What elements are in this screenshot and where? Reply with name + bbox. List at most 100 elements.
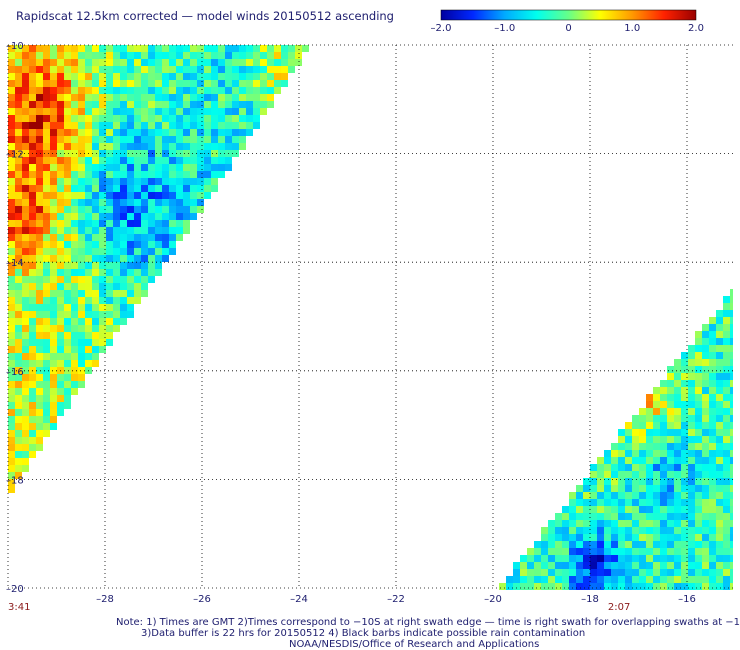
wind-cell — [197, 66, 204, 73]
wind-cell — [674, 443, 681, 450]
wind-cell — [85, 332, 92, 339]
wind-cell — [169, 192, 176, 199]
wind-cell — [716, 331, 723, 338]
wind-cell — [576, 485, 583, 492]
wind-cell — [709, 541, 716, 548]
wind-cell — [709, 338, 716, 345]
wind-cell — [730, 408, 733, 415]
wind-cell — [695, 401, 702, 408]
wind-cell — [169, 164, 176, 171]
wind-cell — [64, 192, 71, 199]
wind-cell — [646, 429, 653, 436]
wind-cell — [660, 548, 667, 555]
wind-cell — [120, 276, 127, 283]
wind-cell — [162, 199, 169, 206]
wind-cell — [127, 122, 134, 129]
wind-cell — [232, 45, 239, 52]
wind-cell — [716, 583, 723, 590]
wind-cell — [162, 150, 169, 157]
wind-cell — [723, 506, 730, 513]
wind-cell — [36, 388, 43, 395]
wind-cell — [36, 94, 43, 101]
wind-cell — [695, 562, 702, 569]
wind-cell — [702, 562, 709, 569]
wind-cell — [709, 499, 716, 506]
wind-cell — [576, 576, 583, 583]
wind-cell — [148, 101, 155, 108]
wind-cell — [155, 255, 162, 262]
wind-cell — [113, 227, 120, 234]
wind-cell — [639, 429, 646, 436]
wind-cell — [29, 192, 36, 199]
wind-cell — [653, 492, 660, 499]
wind-cell — [548, 562, 555, 569]
wind-cell — [36, 381, 43, 388]
wind-cell — [36, 311, 43, 318]
wind-cell — [22, 374, 29, 381]
wind-cell — [113, 87, 120, 94]
wind-cell — [8, 255, 15, 262]
wind-cell — [590, 471, 597, 478]
wind-cell — [8, 311, 15, 318]
wind-cell — [611, 478, 618, 485]
wind-cell — [260, 108, 267, 115]
wind-cell — [127, 59, 134, 66]
wind-cell — [730, 317, 733, 324]
wind-cell — [232, 87, 239, 94]
wind-cell — [611, 562, 618, 569]
wind-cell — [85, 108, 92, 115]
wind-cell — [709, 352, 716, 359]
wind-cell — [50, 269, 57, 276]
wind-cell — [267, 101, 274, 108]
wind-cell — [625, 513, 632, 520]
note-line-2: 3)Data buffer is 22 hrs for 20150512 4) … — [141, 628, 586, 639]
wind-cell — [15, 416, 22, 423]
wind-cell — [611, 534, 618, 541]
wind-cell — [688, 513, 695, 520]
wind-cell — [8, 437, 15, 444]
wind-cell — [57, 248, 64, 255]
wind-cell — [113, 59, 120, 66]
wind-cell — [295, 59, 302, 66]
wind-cell — [681, 457, 688, 464]
wind-cell — [64, 45, 71, 52]
wind-cell — [246, 115, 253, 122]
wind-cell — [604, 513, 611, 520]
wind-cell — [15, 437, 22, 444]
wind-cell — [597, 520, 604, 527]
wind-cell — [92, 164, 99, 171]
wind-cell — [597, 492, 604, 499]
wind-cell — [57, 129, 64, 136]
wind-cell — [141, 199, 148, 206]
wind-cell — [653, 415, 660, 422]
wind-cell — [71, 276, 78, 283]
wind-cell — [43, 416, 50, 423]
wind-cell — [218, 87, 225, 94]
wind-cell — [197, 178, 204, 185]
latitude-tick-label: –16 — [6, 367, 24, 378]
wind-cell — [190, 206, 197, 213]
wind-cell — [204, 150, 211, 157]
wind-cell — [57, 290, 64, 297]
wind-cell — [43, 255, 50, 262]
wind-cell — [653, 569, 660, 576]
wind-cell — [611, 520, 618, 527]
wind-cell — [78, 374, 85, 381]
wind-cell — [239, 129, 246, 136]
wind-cell — [660, 436, 667, 443]
wind-cell — [716, 429, 723, 436]
wind-cell — [71, 164, 78, 171]
wind-cell — [688, 499, 695, 506]
wind-cell — [590, 527, 597, 534]
wind-cell — [169, 171, 176, 178]
wind-cell — [36, 45, 43, 52]
wind-cell — [632, 464, 639, 471]
wind-cell — [99, 220, 106, 227]
wind-cell — [667, 457, 674, 464]
wind-cell — [232, 122, 239, 129]
wind-cell — [57, 80, 64, 87]
wind-cell — [141, 87, 148, 94]
wind-cell — [22, 150, 29, 157]
wind-cell — [723, 513, 730, 520]
wind-cell — [723, 387, 730, 394]
